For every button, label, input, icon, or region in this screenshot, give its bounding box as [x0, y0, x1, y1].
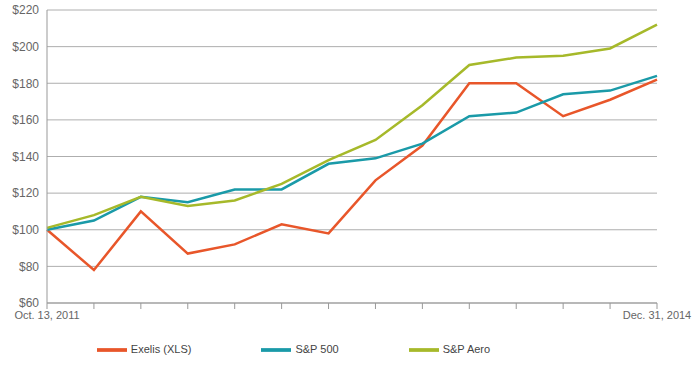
html-text:S&P 500: S&P 500: [295, 342, 339, 355]
svg-text:$160: $160: [12, 113, 39, 127]
svg-text:Oct. 13, 2011: Oct. 13, 2011: [14, 309, 79, 321]
html-text:S&P Aero: S&P Aero: [442, 342, 491, 355]
svg-text:$180: $180: [12, 77, 39, 91]
svg-text:$200: $200: [12, 40, 39, 54]
svg-text:$120: $120: [12, 186, 39, 200]
svg-text:$100: $100: [12, 223, 39, 237]
svg-text:$220: $220: [12, 3, 39, 17]
svg-text:$60: $60: [19, 296, 39, 310]
svg-text:$140: $140: [12, 150, 39, 164]
svg-text:$80: $80: [19, 260, 39, 274]
html-text:Exelis (XLS): Exelis (XLS): [130, 342, 192, 355]
svg-text:Dec. 31, 2014: Dec. 31, 2014: [623, 309, 692, 321]
